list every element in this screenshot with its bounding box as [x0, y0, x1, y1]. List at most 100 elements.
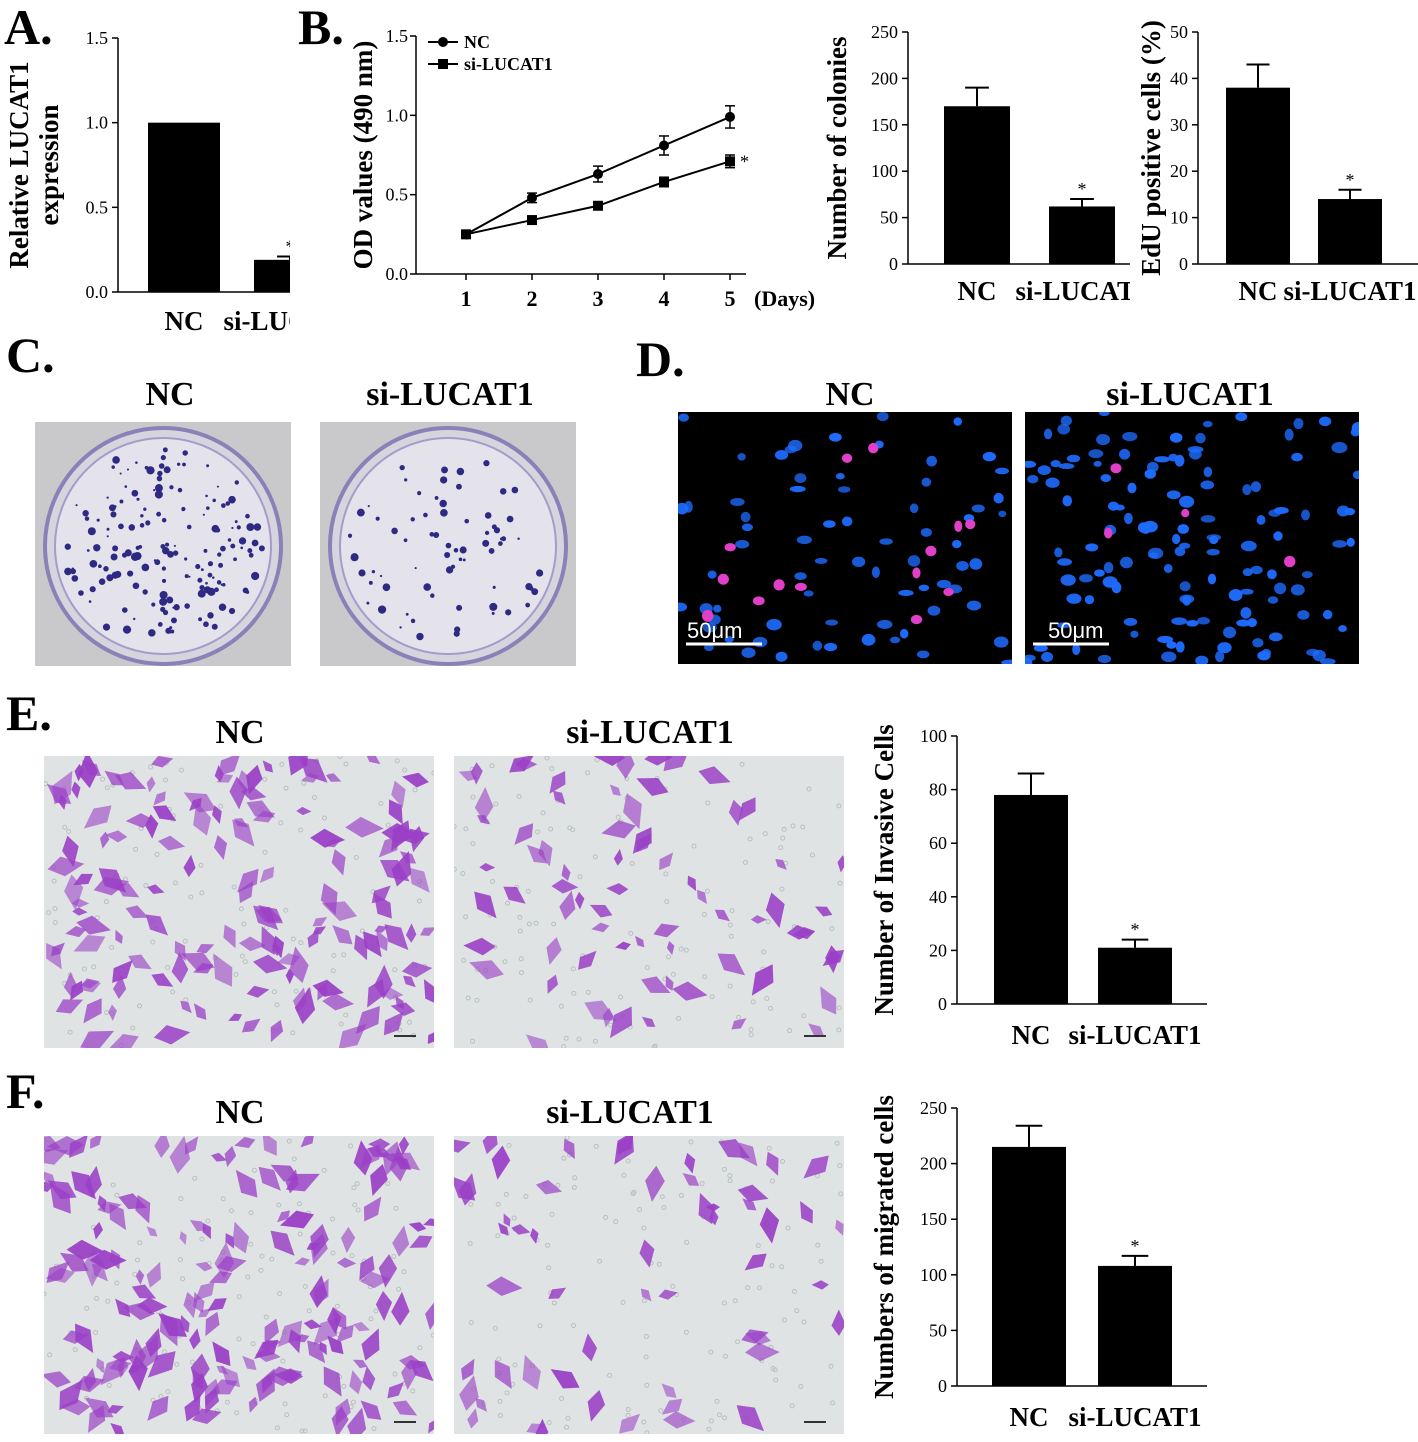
nucleus-blue — [1207, 573, 1217, 585]
membrane-pore — [644, 1430, 650, 1434]
stained-cell — [122, 1302, 156, 1321]
nucleus-blue — [1050, 460, 1061, 468]
stained-cell — [158, 835, 186, 851]
nucleus-blue — [796, 535, 812, 545]
membrane-pore — [511, 1215, 517, 1221]
stained-cell — [402, 772, 429, 788]
stained-cell — [658, 1289, 678, 1300]
stained-cell — [458, 770, 478, 782]
nucleus-blue — [1163, 564, 1173, 573]
membrane-pore — [615, 814, 621, 820]
x-tick-label: 2 — [527, 286, 538, 311]
stained-cell — [687, 875, 697, 892]
stained-cell — [705, 1203, 720, 1212]
nucleus-blue — [907, 555, 921, 567]
membrane-pore — [262, 849, 268, 855]
membrane-pore — [312, 795, 318, 801]
colony — [253, 525, 258, 529]
stained-cell — [74, 763, 84, 782]
stained-cell — [535, 1179, 563, 1195]
category-label: si-LUCAT1 — [1283, 276, 1416, 306]
colony — [491, 524, 497, 530]
category-label: NC — [165, 306, 204, 336]
stained-cell — [145, 914, 169, 936]
colony — [511, 486, 519, 494]
membrane-pore — [461, 957, 467, 963]
membrane-pore — [551, 1300, 557, 1306]
membrane-pore — [561, 1155, 567, 1161]
stained-cell — [183, 1292, 198, 1319]
stained-cell — [280, 1210, 314, 1229]
stained-cell — [469, 960, 504, 980]
stained-cell — [814, 906, 833, 917]
stained-cell — [511, 1224, 531, 1235]
membrane-pore — [199, 890, 205, 896]
nucleus-blue — [900, 628, 909, 639]
nucleus-blue — [707, 570, 717, 579]
stained-cell — [609, 784, 621, 796]
membrane-pore — [474, 997, 480, 1003]
membrane-pore — [198, 862, 204, 868]
nucleus-blue — [741, 647, 756, 658]
panel-letter-c: C. — [6, 327, 55, 383]
stained-cell — [403, 975, 416, 988]
stained-cell — [811, 1280, 829, 1290]
colony — [197, 589, 206, 598]
stained-cell — [312, 917, 328, 927]
stained-cell — [623, 793, 642, 830]
membrane-pore — [47, 1352, 53, 1358]
nucleus-blue — [1242, 484, 1252, 496]
stained-cell — [602, 1007, 614, 1028]
membrane-pore — [838, 1191, 844, 1197]
membrane-pore — [563, 1035, 569, 1041]
data-point-circle — [725, 111, 735, 122]
nucleus-blue — [1171, 617, 1188, 625]
stained-cell — [639, 1239, 655, 1268]
category-label: si-LUCAT1 — [1015, 276, 1130, 306]
nucleus-blue — [1293, 418, 1304, 430]
membrane-pore — [735, 1339, 741, 1345]
membrane-pore — [597, 1258, 603, 1264]
membrane-pore — [163, 777, 169, 783]
nucleus-blue — [1250, 565, 1263, 575]
chart-od-values: 0.0 0.5 1.0 1.5 1 2 3 4 5 (Days) OD values (490 nm… — [350, 26, 815, 311]
stained-cell — [261, 926, 277, 955]
y-axis-label: EdU positive cells (%) — [1136, 20, 1166, 276]
membrane-pore — [242, 959, 248, 965]
panel-letter-f: F. — [6, 1063, 45, 1119]
stained-cell — [383, 1011, 404, 1036]
colony — [391, 527, 398, 535]
stained-cell — [248, 1396, 258, 1413]
nucleus-blue — [823, 520, 836, 528]
colony — [371, 569, 376, 574]
membrane-pore — [205, 1218, 211, 1224]
panel-e-si-label: si-LUCAT1 — [566, 714, 734, 751]
stained-cell — [288, 756, 309, 776]
y-tick-label: 60 — [929, 833, 947, 853]
stained-cell — [582, 1333, 598, 1362]
nucleus-blue — [927, 605, 941, 616]
stained-cell — [212, 1341, 231, 1366]
colony — [163, 466, 171, 474]
membrane-pore — [519, 970, 525, 976]
scale-bar-label-nc: 50μm — [687, 618, 743, 643]
nucleus-blue — [1195, 655, 1209, 664]
colony — [525, 602, 531, 608]
invasion-image-nc — [44, 756, 434, 1048]
edu-image-nc — [678, 412, 1012, 664]
stained-cell — [303, 1319, 322, 1330]
membrane-pore — [836, 1005, 842, 1011]
nucleus-blue — [926, 455, 937, 467]
colony — [143, 507, 147, 511]
nucleus-blue — [1250, 481, 1262, 493]
y-tick-label: 50 — [929, 1320, 947, 1340]
colony — [236, 525, 241, 530]
membrane-pore — [178, 767, 184, 773]
stained-cell — [317, 983, 328, 1001]
stained-cell — [228, 1013, 243, 1021]
colony — [86, 549, 90, 552]
stained-cell — [399, 851, 417, 864]
membrane-pore — [154, 851, 160, 857]
colony — [145, 520, 151, 526]
nucleus-blue — [1261, 648, 1272, 657]
